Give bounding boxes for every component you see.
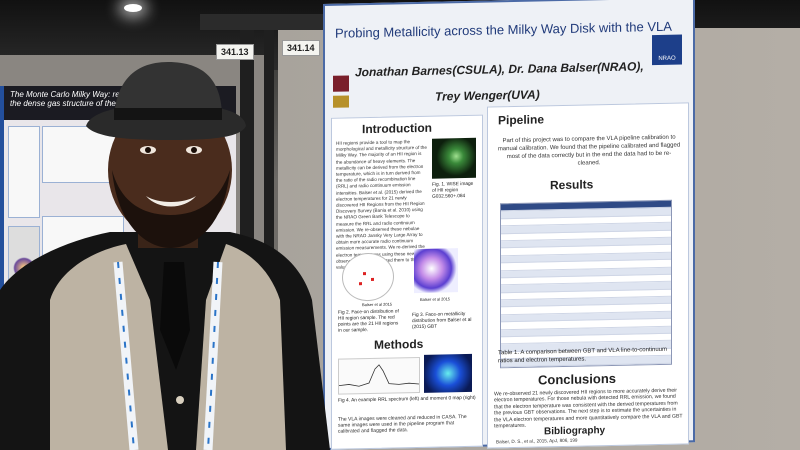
neighbour-title-line2: the dense gas structure of the Galaxy w (10, 99, 151, 108)
ceiling-light (124, 4, 142, 12)
rrl-spectrum-trace (338, 364, 420, 387)
booth-tag: 341.14 (282, 40, 320, 56)
smile (146, 196, 196, 207)
lanyard-right (203, 261, 223, 450)
beard (112, 170, 230, 248)
vest-left (50, 244, 168, 450)
board-pole (264, 30, 274, 450)
research-poster: Probing Metallicity across the Milky Way… (323, 0, 695, 450)
hat-band (114, 108, 222, 120)
left-column: Introduction HII regions provide a tool … (331, 114, 483, 450)
right-pupil (191, 147, 197, 153)
neighbour-title-line1: The Monte Carlo Milky Way: reve (10, 90, 129, 99)
vest-button (176, 396, 184, 404)
hat-crown (114, 62, 222, 118)
left-pupil (145, 147, 151, 153)
rrl-spectrum-figure (338, 356, 420, 395)
booth-tag: 341.13 (216, 44, 254, 60)
necktie (160, 262, 190, 370)
lanyard-left (113, 261, 139, 450)
neighbour-panel (8, 126, 40, 218)
